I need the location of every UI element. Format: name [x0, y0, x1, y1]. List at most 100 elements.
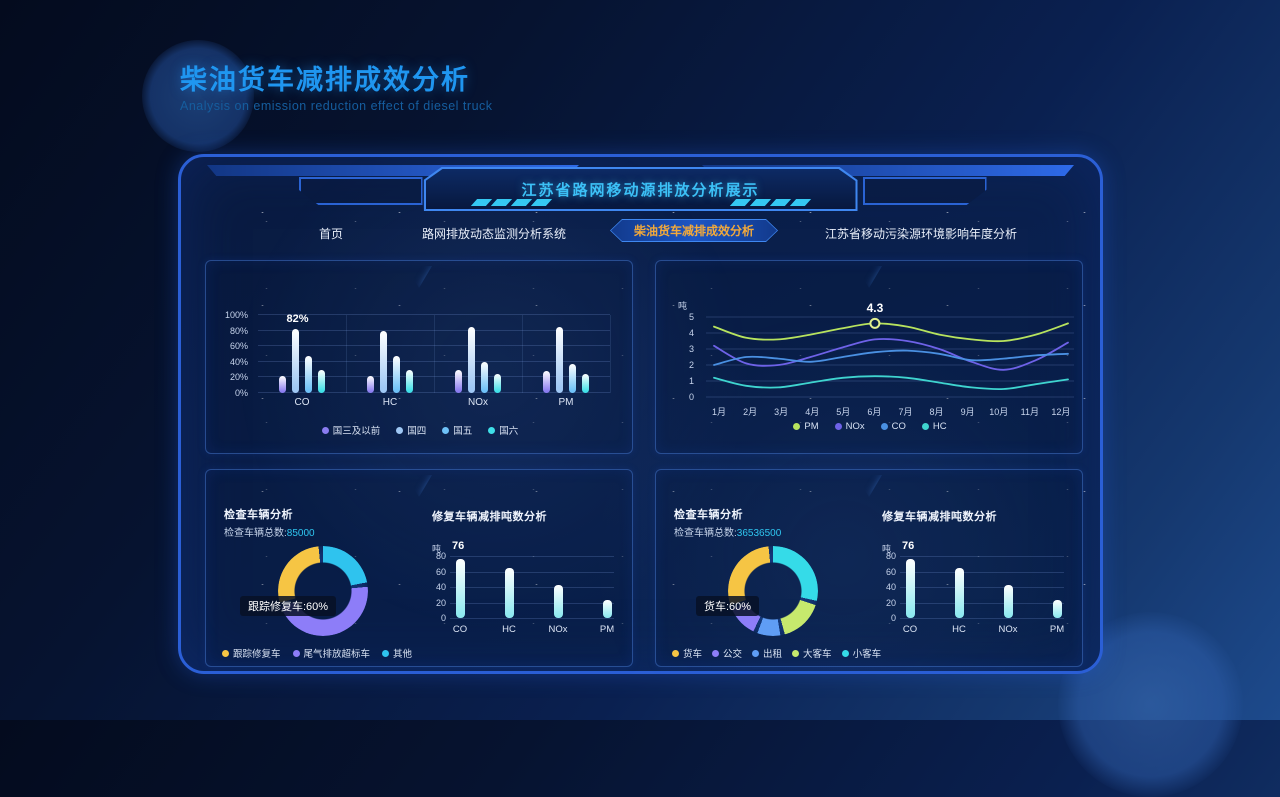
donut-callout: 货车:60% [696, 596, 760, 616]
gridline [900, 587, 1064, 588]
banner-stripes-left [474, 199, 549, 206]
gridline [450, 602, 614, 604]
legend-item-出租[interactable]: 出租 [752, 646, 782, 660]
bar-国四-CO [292, 329, 299, 393]
legend-label: 国四 [407, 426, 427, 437]
bar-国三及以前-NOx [455, 369, 462, 393]
chart-legend: 国三及以前 国四 国五 国六 [220, 423, 620, 437]
y-axis-tick: 0 [890, 613, 896, 623]
gridline [258, 314, 610, 315]
legend-item-CO[interactable]: CO [880, 421, 906, 432]
line-marker [869, 317, 881, 329]
legend-item-国六[interactable]: 国六 [488, 423, 518, 437]
legend-dot [921, 423, 929, 430]
inspected-total-label: 检查车辆总数: [224, 528, 287, 539]
bar-PM [1052, 600, 1062, 618]
gridline [900, 618, 1064, 619]
bar-国四-PM [556, 326, 563, 393]
legend-item-其他[interactable]: 其他 [382, 646, 412, 660]
y-axis-labels: 0 1 2 3 4 5 [670, 297, 700, 447]
legend-item-小客车[interactable]: 小客车 [841, 646, 881, 660]
x-axis-label: 1月 [711, 407, 726, 417]
x-axis-label: HC [502, 624, 516, 635]
bar-国五-PM [569, 364, 576, 393]
mini-bar-chart: 吨 0 20 40 60 80 CO HC NOx PM 76 [420, 532, 620, 648]
gridline [345, 315, 347, 393]
panel-title: 2019年不同排放标准阶段柴油货车排放量分担率 [310, 272, 566, 284]
inspected-total-value: 36536500 [736, 528, 782, 539]
y-axis-tick: 60% [229, 341, 248, 352]
legend-dot [841, 649, 849, 657]
legend-item-国三及以前[interactable]: 国三及以前 [321, 423, 381, 437]
bar-value-annotation: 76 [452, 540, 465, 552]
inspected-total: 检查车辆总数:36536500 [674, 524, 781, 539]
x-axis-label: NOx [548, 624, 568, 635]
donut-chart-vehicle-types [728, 546, 818, 636]
nav-tab-active-diesel-truck[interactable]: 柴油货车减排成效分析 [610, 219, 778, 242]
banner-stripes-right [733, 199, 808, 206]
gridline [258, 345, 610, 347]
legend-dot [880, 423, 888, 430]
legend-item-大客车[interactable]: 大客车 [792, 646, 832, 660]
y-axis-unit: 吨 [678, 301, 688, 311]
legend-item-货车[interactable]: 货车 [672, 646, 702, 660]
section-heading-repaired-tonnage: 修复车辆减排吨数分析 [882, 511, 997, 523]
nav-item-home[interactable]: 首页 [318, 227, 344, 241]
y-axis-unit: 吨 [882, 544, 892, 554]
y-axis-tick: 60 [435, 566, 446, 577]
y-axis-tick: 4 [688, 328, 694, 338]
donut-chart-inspection [278, 546, 368, 636]
legend-label: HC [932, 421, 947, 432]
x-axis-label: 6月 [867, 407, 882, 417]
legend-item-PM[interactable]: PM [793, 421, 819, 432]
legend-item-NOx[interactable]: NOx [834, 421, 865, 432]
legend-item-跟踪修复车[interactable]: 跟踪修复车 [222, 646, 281, 660]
y-axis-labels: 0% 20% 40% 60% 80% 100% [220, 297, 250, 447]
gridline [450, 571, 614, 573]
gridline [258, 392, 610, 393]
x-axis-label: NOx [998, 624, 1018, 635]
line-series-NOx [713, 338, 1069, 371]
banner-wing-left [298, 177, 423, 205]
legend-dot [672, 649, 679, 657]
y-axis-tick: 40 [435, 582, 446, 592]
y-axis-tick: 20 [885, 597, 896, 608]
panel-remote-sensing: 2019年机动车遥感黑烟监测减排成效分析 检查车辆分析 检查车辆总数:36536… [655, 469, 1083, 667]
legend-item-公交[interactable]: 公交 [712, 646, 742, 660]
bar-group [258, 315, 346, 393]
legend-item-国四[interactable]: 国四 [396, 423, 426, 437]
legend-dot [321, 426, 329, 434]
bar-国六-HC [406, 369, 413, 393]
bar-PM [602, 600, 612, 618]
x-axis-labels: 1月 2月 3月 4月 5月 6月 7月 8月 9月 10月 11月 12月 [704, 405, 1076, 418]
legend-item-HC[interactable]: HC [921, 421, 947, 432]
x-axis-label: PM [558, 397, 574, 408]
gridline [258, 329, 610, 331]
banner-wing-right [862, 177, 987, 205]
x-axis-label: 12月 [1051, 407, 1071, 417]
panel-emission-share-by-standard: 2019年不同排放标准阶段柴油货车排放量分担率 0% 20% 40% 60% 80% 10… [205, 260, 633, 454]
y-axis-tick: 0 [440, 613, 446, 623]
legend-item-国五[interactable]: 国五 [442, 423, 472, 437]
legend-dot [396, 426, 404, 434]
y-axis-tick: 60 [885, 566, 896, 577]
bar-国三及以前-HC [367, 375, 374, 393]
y-axis-tick: 20 [435, 597, 446, 608]
x-axis-label: 10月 [989, 407, 1009, 417]
donut-legend: 货车 公交 出租 大客车 小客车 [672, 646, 881, 660]
bar-国四-HC [380, 330, 387, 393]
y-axis-tick: 80 [435, 551, 446, 561]
bar-国五-CO [305, 355, 312, 393]
nav-item-annual-analysis[interactable]: 江苏省移动污染源环境影响年度分析 [824, 227, 1018, 241]
legend-label: 国三及以前 [332, 426, 381, 437]
legend-item-尾气排放超标车[interactable]: 尾气排放超标车 [292, 646, 370, 660]
donut-callout: 跟踪修复车:60% [240, 596, 337, 616]
y-axis-tick: 0 [688, 392, 694, 402]
x-axis-label: 5月 [836, 407, 851, 417]
x-axis-label: 3月 [774, 407, 789, 417]
legend-dot [488, 426, 496, 434]
nav-item-monitoring-system[interactable]: 路网排放动态监测分析系统 [421, 227, 567, 241]
bar-CO [905, 559, 915, 618]
line-plot-area [706, 316, 1074, 398]
page-subtitle: Analysis on emission reduction effect of… [180, 99, 493, 113]
